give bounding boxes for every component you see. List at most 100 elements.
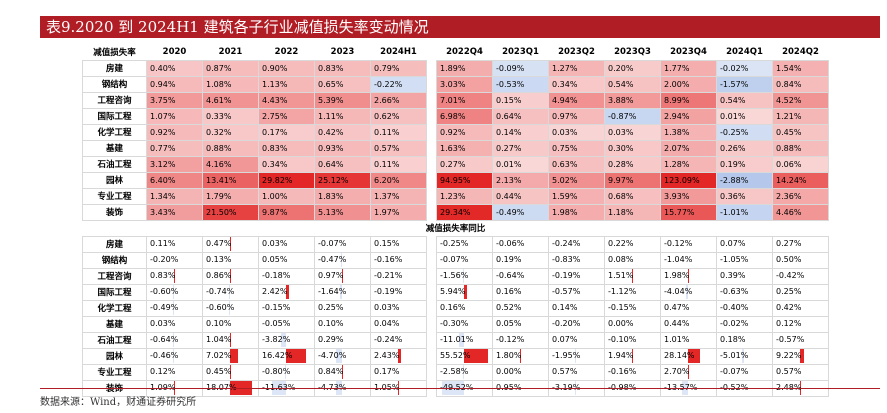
table-row: 装饰 3.43% 21.50% 9.87% 5.13% 1.97% 29.34% -0.49%… [82, 203, 829, 221]
cell-value: 0.50% [776, 255, 802, 264]
header-annual: 2020 [162, 46, 187, 57]
cell-value: -0.24% [552, 239, 581, 248]
cell-value: -0.16% [374, 255, 403, 264]
row-label: 专业工程 [82, 363, 147, 381]
cell-value: -13.57% [664, 383, 698, 392]
bar-cell: 0.13% [206, 253, 255, 267]
data-bar [173, 301, 174, 315]
bar-cell: -0.25% [440, 237, 489, 251]
value-cell: -1.95% [548, 347, 605, 365]
header-quarterly: 2023Q4 [670, 46, 707, 57]
value-cell: 0.86% [202, 267, 259, 285]
value-cell: -0.30% [436, 315, 493, 333]
column-gap [427, 76, 437, 92]
bar-cell: -0.98% [608, 381, 657, 395]
header-annual: 2023 [330, 46, 355, 57]
bar-cell: 0.07% [720, 237, 769, 251]
cell-value: -0.10% [608, 335, 637, 344]
header-quarterly: 2023Q2 [558, 46, 595, 57]
cell-value: -0.83% [552, 255, 581, 264]
bar-cell: 0.25% [776, 285, 825, 299]
data-bar [230, 237, 231, 251]
data-bar [632, 269, 633, 283]
value-cell: 4.94% [548, 91, 605, 109]
value-cell: 0.13% [202, 251, 259, 269]
bar-cell: -1.12% [608, 285, 657, 299]
cell-value: -0.49% [150, 303, 179, 312]
value-cell: 0.25% [772, 283, 829, 301]
row-label: 化学工程 [82, 299, 147, 317]
value-cell: 3.88% [604, 91, 661, 109]
value-cell: -0.07% [314, 235, 371, 253]
bar-cell: 2.42% [262, 285, 311, 299]
value-cell: 0.00% [492, 363, 549, 381]
table-row: 基建 0.03% 0.10% -0.05% 0.10% 0.04% -0.30% 0.05% -… [82, 315, 829, 333]
cell-value: 5.94% [440, 287, 466, 296]
value-cell: -3.82% [258, 331, 315, 349]
value-cell: 5.13% [314, 203, 371, 221]
impairment-table: 减值损失率 2020 2021 2022 2023 2024H1 2022Q4 2023Q1 2… [82, 44, 829, 397]
bar-cell: -4.70% [318, 349, 367, 363]
cell-value: -0.47% [318, 255, 347, 264]
cell-value: -0.25% [440, 239, 469, 248]
value-cell: 0.40% [146, 59, 203, 77]
value-cell: -0.18% [258, 267, 315, 285]
value-cell: 4.61% [202, 91, 259, 109]
value-cell: 1.38% [660, 123, 717, 141]
cell-value: 1.94% [608, 351, 634, 360]
value-cell: 0.19% [492, 251, 549, 269]
row-label: 钢结构 [82, 251, 147, 269]
bar-cell: 0.22% [608, 237, 657, 251]
cell-value: -0.63% [720, 287, 749, 296]
value-cell: 0.34% [548, 75, 605, 93]
value-cell: 0.03% [604, 123, 661, 141]
value-cell: 2.07% [660, 139, 717, 157]
bar-cell: -0.19% [374, 285, 423, 299]
cell-value: -0.30% [440, 319, 469, 328]
value-cell: 0.45% [202, 363, 259, 381]
bar-cell: 0.27% [776, 237, 825, 251]
cell-value: 0.05% [496, 319, 522, 328]
data-bar [632, 349, 633, 363]
data-bar [336, 349, 342, 363]
bar-cell: -0.12% [664, 237, 713, 251]
table-row: 工程咨询 0.83% 0.86% -0.18% 0.97% -0.21% -1.56% -0.… [82, 267, 829, 285]
value-cell: -0.57% [548, 283, 605, 301]
bar-cell: -0.52% [720, 381, 769, 395]
value-cell: -0.49% [492, 203, 549, 221]
bar-cell: -0.16% [608, 365, 657, 379]
bar-cell: 0.84% [318, 365, 367, 379]
value-cell: -0.64% [492, 267, 549, 285]
value-cell: 1.00% [258, 187, 315, 205]
value-cell: 0.15% [370, 235, 427, 253]
value-cell: 2.43% [370, 347, 427, 365]
column-gap [427, 332, 437, 348]
value-cell: -0.46% [146, 347, 203, 365]
cell-value: 0.47% [206, 239, 232, 248]
data-bar [174, 269, 175, 283]
value-cell: 0.83% [314, 59, 371, 77]
value-cell: 1.80% [492, 347, 549, 365]
value-cell: -0.74% [202, 283, 259, 301]
data-bar [230, 365, 231, 379]
value-cell: -0.60% [146, 283, 203, 301]
value-cell: 0.10% [314, 315, 371, 333]
value-cell: 0.64% [492, 107, 549, 125]
table-row: 房建 0.40% 0.87% 0.90% 0.83% 0.79% 1.89% -0.09% 1.… [82, 59, 829, 77]
bar-cell: 0.00% [496, 365, 545, 379]
bar-cell: -1.95% [552, 349, 601, 363]
data-bar [463, 269, 464, 283]
cell-value: 0.16% [440, 303, 466, 312]
cell-value: -11.01% [440, 335, 474, 344]
value-cell: 1.08% [202, 75, 259, 93]
bar-cell: 0.44% [664, 317, 713, 331]
cell-value: 0.04% [374, 319, 400, 328]
bar-cell: -0.74% [206, 285, 255, 299]
cell-value: -1.95% [552, 351, 581, 360]
value-cell: 1.54% [772, 59, 829, 77]
value-cell: 0.28% [604, 155, 661, 173]
bar-cell: 1.04% [206, 333, 255, 347]
column-gap [427, 204, 437, 220]
cell-value: -0.57% [552, 287, 581, 296]
value-cell: 0.57% [772, 363, 829, 381]
